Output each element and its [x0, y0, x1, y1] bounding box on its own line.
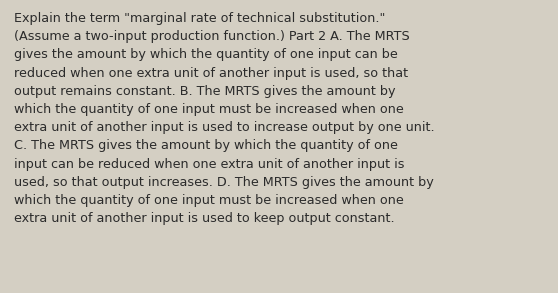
Text: Explain the term "marginal rate of technical substitution."
(Assume a two-input : Explain the term "marginal rate of techn…	[14, 12, 435, 225]
